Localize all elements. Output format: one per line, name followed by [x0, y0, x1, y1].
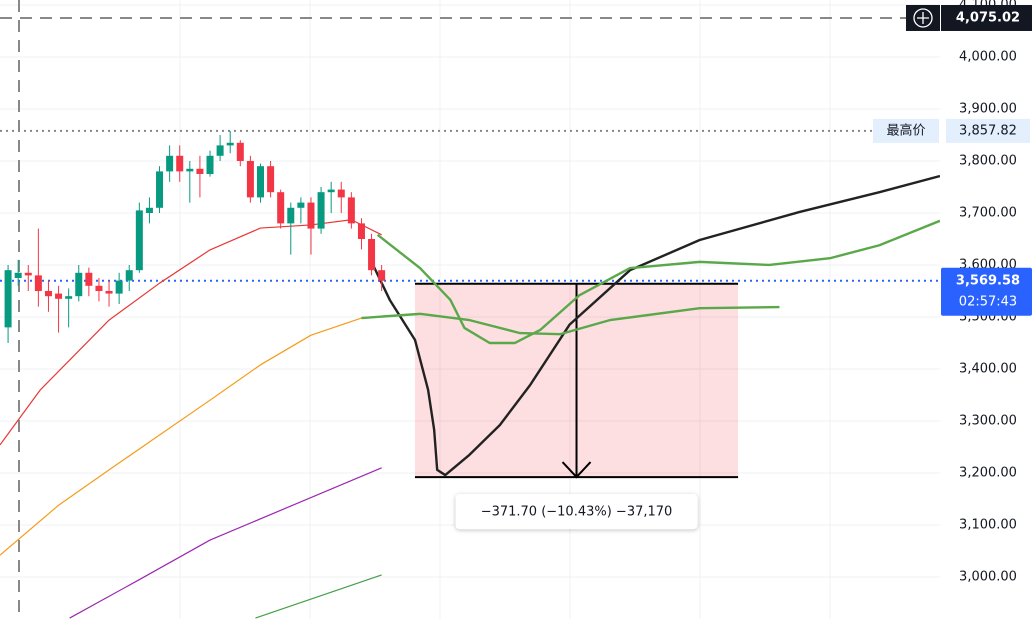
candle-body: [357, 223, 365, 239]
last-price-tag: [941, 267, 1032, 316]
candle-body: [226, 142, 234, 146]
candle-body: [166, 155, 174, 172]
high-tag: [946, 118, 1030, 143]
y-tick-label: 3,200.00: [959, 465, 1017, 480]
price-axis: 4,100.004,000.003,900.003,800.003,700.00…: [959, 0, 1017, 584]
line-series: [361, 305, 780, 336]
candle-body: [145, 207, 153, 213]
candle-body: [95, 285, 103, 291]
candle-body: [236, 142, 244, 161]
line-series: [0, 317, 362, 556]
candle-body: [256, 166, 264, 198]
y-tick-label: 3,300.00: [959, 413, 1017, 428]
y-tick-label: 4,000.00: [959, 49, 1017, 64]
countdown: 02:57:43: [959, 294, 1017, 309]
y-tick-label: 3,700.00: [959, 205, 1017, 220]
y-tick-label: 3,800.00: [959, 153, 1017, 168]
candle-body: [85, 272, 93, 286]
candle-body: [337, 189, 345, 198]
candle-body: [156, 171, 164, 208]
measure-arrowhead: [561, 461, 592, 479]
candle-body: [34, 275, 42, 291]
crosshair-plus-sign: [917, 11, 929, 24]
high-name: 最高价: [886, 122, 925, 138]
crosshair-price: 4,075.02: [956, 10, 1020, 25]
candle-body: [186, 168, 194, 172]
candle-body: [65, 296, 73, 299]
candle-body: [206, 155, 214, 174]
line-series: [69, 467, 382, 619]
candle-body: [378, 270, 386, 281]
candle-body: [216, 145, 224, 156]
candle-body: [307, 202, 315, 229]
candle-body: [105, 290, 113, 294]
y-tick-label: 3,100.00: [959, 517, 1017, 532]
high-price: 3,857.82: [959, 123, 1017, 138]
candle-body: [368, 238, 376, 271]
candle-body: [287, 207, 295, 224]
candle-body: [267, 166, 275, 193]
candle-body: [135, 210, 143, 271]
crosshair-tag: [941, 4, 1032, 31]
candle-body: [4, 270, 12, 328]
candle-body: [55, 293, 63, 299]
candle-body: [297, 202, 305, 208]
measure-label-box: [455, 494, 698, 530]
candle-body: [327, 189, 335, 193]
measure-label: −371.70 (−10.43%) −37,170: [481, 505, 673, 520]
candle-body: [317, 192, 325, 229]
line-series: [0, 219, 382, 446]
line-series: [255, 574, 382, 619]
line-series: [370, 174, 940, 477]
high-name-box: [873, 118, 939, 143]
candle-body: [196, 168, 204, 174]
last-price: 3,569.58: [956, 273, 1020, 288]
candle-body: [277, 192, 285, 224]
y-tick-label: 3,900.00: [959, 101, 1017, 116]
plot: [0, 0, 940, 619]
crosshair-plus-icon: [913, 8, 933, 28]
candle-body: [75, 272, 83, 297]
candle-body: [125, 270, 133, 281]
candle-body: [347, 197, 355, 224]
line-series: [376, 219, 940, 345]
candle-body: [115, 280, 123, 294]
candle-body: [246, 160, 254, 198]
candle-body: [176, 155, 184, 172]
candle-body: [44, 290, 52, 297]
y-tick-label: 3,000.00: [959, 569, 1017, 584]
candle-body: [14, 272, 22, 278]
y-tick-label: 3,400.00: [959, 361, 1017, 376]
candle-body: [24, 272, 32, 276]
